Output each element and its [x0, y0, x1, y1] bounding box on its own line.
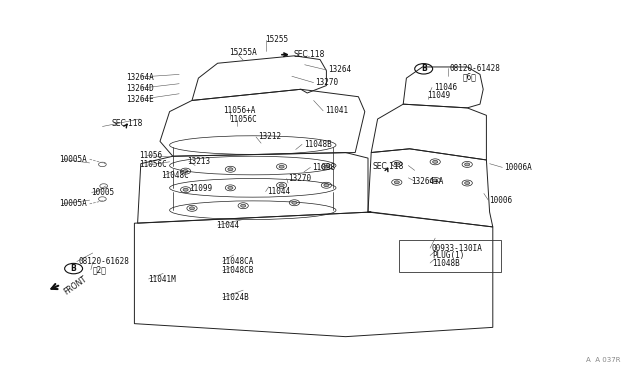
Text: B: B — [71, 264, 76, 273]
Circle shape — [324, 184, 329, 187]
Circle shape — [228, 186, 233, 189]
Circle shape — [394, 181, 399, 184]
Text: 11056: 11056 — [139, 151, 162, 160]
Circle shape — [183, 170, 188, 173]
Text: 10006: 10006 — [490, 196, 513, 205]
Text: 08120-61428: 08120-61428 — [450, 64, 500, 73]
Text: 11049: 11049 — [428, 91, 451, 100]
Text: （6）: （6） — [463, 73, 477, 81]
Text: 11056C: 11056C — [139, 160, 166, 169]
Text: 10005: 10005 — [92, 188, 115, 197]
Text: FRONT: FRONT — [63, 274, 89, 296]
Text: 10005A: 10005A — [60, 155, 87, 164]
Text: 11048C: 11048C — [161, 171, 189, 180]
Text: SEC.118: SEC.118 — [372, 162, 404, 171]
Text: PLUG(1): PLUG(1) — [432, 251, 465, 260]
Text: 11048CB: 11048CB — [221, 266, 253, 275]
Circle shape — [241, 204, 246, 207]
Text: 13270: 13270 — [288, 174, 311, 183]
Circle shape — [465, 163, 470, 166]
Text: 15255: 15255 — [266, 35, 289, 44]
Text: 13264+A: 13264+A — [412, 177, 444, 186]
Circle shape — [279, 165, 284, 168]
Text: 11048CA: 11048CA — [221, 257, 253, 266]
Circle shape — [292, 201, 297, 204]
Text: 13264E: 13264E — [126, 95, 154, 104]
Text: 10006A: 10006A — [504, 163, 532, 172]
Circle shape — [394, 162, 399, 165]
Text: SEC.118: SEC.118 — [293, 50, 324, 59]
Text: 13213: 13213 — [188, 157, 211, 166]
Circle shape — [433, 179, 438, 182]
Text: 11044: 11044 — [216, 221, 239, 230]
Text: 11099: 11099 — [189, 185, 212, 193]
Text: 13264D: 13264D — [126, 84, 154, 93]
Text: B: B — [421, 64, 426, 73]
Text: 11024B: 11024B — [221, 293, 248, 302]
Circle shape — [228, 168, 233, 171]
Circle shape — [465, 182, 470, 185]
Text: 13264: 13264 — [328, 65, 351, 74]
Text: A  A 037R: A A 037R — [586, 357, 621, 363]
Text: 11048B: 11048B — [304, 140, 332, 149]
Text: （2）: （2） — [93, 265, 107, 274]
Text: 13212: 13212 — [258, 132, 281, 141]
Text: 11044: 11044 — [268, 187, 291, 196]
Text: 10005A: 10005A — [60, 199, 87, 208]
Text: 11056C: 11056C — [229, 115, 257, 124]
Circle shape — [183, 188, 188, 191]
Text: SEC.118: SEC.118 — [112, 119, 143, 128]
Text: 08120-61628: 08120-61628 — [79, 257, 129, 266]
Text: 11048B: 11048B — [432, 259, 460, 267]
Circle shape — [189, 207, 195, 210]
Text: 00933-130IA: 00933-130IA — [432, 244, 483, 253]
Text: 13264A: 13264A — [126, 73, 154, 81]
Text: 11098: 11098 — [312, 163, 335, 172]
Circle shape — [433, 160, 438, 163]
Text: 11041M: 11041M — [148, 275, 176, 283]
Circle shape — [279, 184, 284, 187]
Text: 13270: 13270 — [316, 78, 339, 87]
Circle shape — [324, 165, 329, 168]
Text: 11056+A: 11056+A — [223, 106, 255, 115]
Text: 11041: 11041 — [325, 106, 348, 115]
Text: 11046: 11046 — [434, 83, 457, 92]
Text: 15255A: 15255A — [229, 48, 257, 57]
